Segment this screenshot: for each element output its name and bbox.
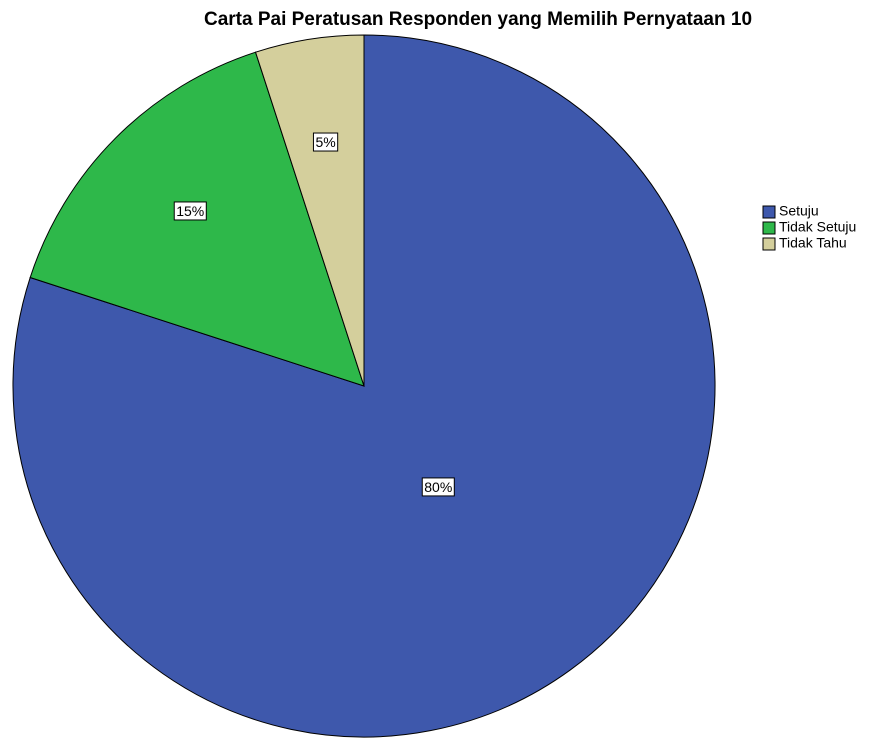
legend-label: Setuju	[779, 203, 819, 219]
data-label: 80%	[424, 479, 452, 495]
data-label-box	[312, 132, 339, 152]
chart-title: Carta Pai Peratusan Responden yang Memil…	[204, 9, 752, 30]
data-label: 15%	[176, 203, 204, 219]
legend-swatch	[762, 237, 776, 251]
pie-slice	[12, 34, 716, 738]
legend-label: Tidak Tahu	[779, 235, 847, 251]
legend-swatch	[762, 205, 776, 219]
data-label-box	[173, 201, 207, 221]
data-label: 5%	[315, 134, 335, 150]
pie-slice	[254, 34, 365, 387]
legend-label: Tidak Setuju	[779, 219, 856, 235]
data-label-box	[421, 477, 455, 497]
legend-swatch	[762, 221, 776, 235]
